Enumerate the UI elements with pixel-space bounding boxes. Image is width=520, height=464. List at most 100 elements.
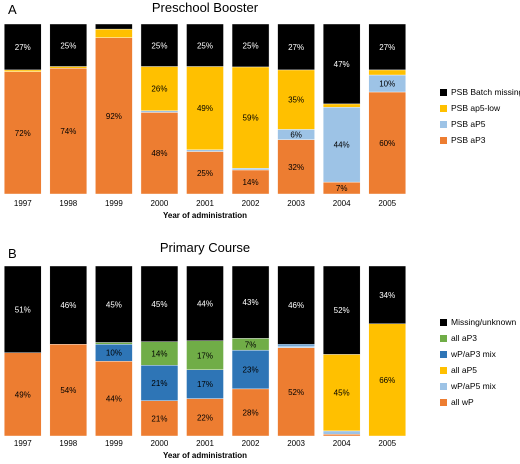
data-label: 59% [243,114,259,123]
data-label: 54% [60,386,76,395]
x-tick-label: 1999 [105,199,123,208]
data-label: 17% [197,351,213,360]
bar-segment-2001-psb-ap3 [186,151,224,195]
x-tick-label: 1998 [59,439,77,448]
bar-segment-2000-psb-ap5-low [140,66,179,111]
bar-segment-1999-psb-ap3 [95,37,133,195]
data-label: 66% [379,376,395,385]
bar-segment-1998-missing-unknown [49,265,88,345]
legend-swatch [440,319,447,326]
bar-segment-2003-psb-ap5-low [277,69,315,130]
data-label: 27% [288,43,304,52]
legend: PSB Batch missing PSB ap5-low PSB aP5 PSB a… [440,87,520,145]
data-label: 49% [197,104,213,113]
bar-segment-1998-psb-batch-missing [49,23,88,67]
bar-segment-2004-missing-unknown [322,265,361,355]
data-label: 6% [290,131,302,140]
bar-segment-2000-psb-ap3 [140,112,179,195]
data-label: 10% [106,349,122,358]
data-label: 45% [151,300,167,309]
data-label: 25% [151,41,167,50]
data-label: 17% [197,380,213,389]
chart-panel-a: A Preschool Booster 72% 27% 1997 74% 25% 1998 92… [4,0,520,220]
legend-label: PSB aP3 [451,135,486,145]
bar-segment-2005-psb-batch-missing [368,23,406,71]
data-label: 52% [334,306,350,315]
chart-title: Primary Course [160,240,250,255]
x-tick-label: 1998 [59,199,77,208]
bar-segment-1997-missing-unknown [4,265,42,353]
x-tick-label: 2004 [333,439,351,448]
x-axis-label: Year of administration [163,451,247,460]
legend-label: PSB aP5 [451,119,486,129]
data-label: 45% [334,389,350,398]
bar-segment-1999-all-ap3 [95,342,133,345]
data-label: 46% [288,301,304,310]
data-label: 10% [379,80,395,89]
legend-label: Missing/unknown [451,317,516,327]
x-tick-label: 2002 [242,199,260,208]
x-tick-label: 2001 [196,439,214,448]
bar-segment-2002-psb-batch-missing [231,23,270,68]
data-label: 34% [379,291,395,300]
bar-segment-2001-missing-unknown [186,265,224,342]
x-tick-label: 2002 [242,439,260,448]
x-tick-label: 2003 [287,199,305,208]
data-label: 44% [334,141,350,150]
bar-segment-1997-all-wp [4,352,42,437]
legend-label: wP/aP3 mix [450,349,497,359]
x-tick-label: 2000 [151,199,169,208]
panel-letter: B [8,246,17,261]
x-tick-label: 1999 [105,439,123,448]
data-label: 21% [151,379,167,388]
bar-segment-2005-missing-unknown [368,265,406,324]
x-tick-label: 1997 [14,199,32,208]
data-label: 44% [197,299,213,308]
legend-label: wP/aP5 mix [450,381,497,391]
bar-segment-2002-psb-ap3 [231,169,270,195]
legend: Missing/unknown all aP3 wP/aP3 mix all aP5 w… [440,317,516,407]
data-label: 74% [60,127,76,136]
data-label: 25% [197,169,213,178]
bar-segment-2005-psb-ap3 [368,91,406,195]
bar-segment-2002-psb-ap5-low [231,66,270,169]
bar-segment-2003-all-wp [277,347,315,437]
bar-segment-2005-psb-ap5-low [368,69,406,76]
bar-segment-2004-psb-batch-missing [322,23,361,105]
data-label: 35% [288,96,304,105]
legend-swatch [440,121,447,128]
x-tick-label: 1997 [14,439,32,448]
x-axis-label: Year of administration [163,211,247,220]
bar-segment-2001-psb-ap5 [186,149,224,152]
data-label: 25% [60,41,76,50]
data-label: 22% [197,413,213,422]
bar-segment-1997-psb-ap5-low [4,69,42,72]
data-label: 48% [151,149,167,158]
bar-segment-2002-psb-ap5 [231,168,270,171]
data-label: 7% [336,184,348,193]
data-label: 45% [106,300,122,309]
data-label: 27% [15,43,31,52]
bar-segment-2003-psb-batch-missing [277,23,315,71]
bar-segment-2000-all-wp [140,400,179,437]
legend-label: PSB ap5-low [451,103,501,113]
legend-swatch [440,383,447,390]
data-label: 47% [334,60,350,69]
data-label: 25% [197,41,213,50]
bar-segment-1999-missing-unknown [95,265,133,343]
bar-segment-2003-wp-ap5-mix [277,345,315,348]
bar-segment-2000-wp-ap3-mix [140,365,179,401]
data-label: 60% [379,139,395,148]
data-label: 43% [243,298,259,307]
data-label: 25% [243,41,259,50]
bar-segment-2001-wp-ap3-mix [186,369,224,399]
bar-segment-2002-wp-ap3-mix [231,349,270,390]
bar-segment-2004-psb-ap5-low [322,103,361,108]
bar-segment-2003-missing-unknown [277,265,315,345]
bar-segment-1997-psb-ap3 [4,71,42,195]
data-label: 49% [15,390,31,399]
legend-label: all aP3 [451,333,477,343]
x-tick-label: 2004 [333,199,351,208]
bar-segment-1998-all-wp [49,344,88,437]
